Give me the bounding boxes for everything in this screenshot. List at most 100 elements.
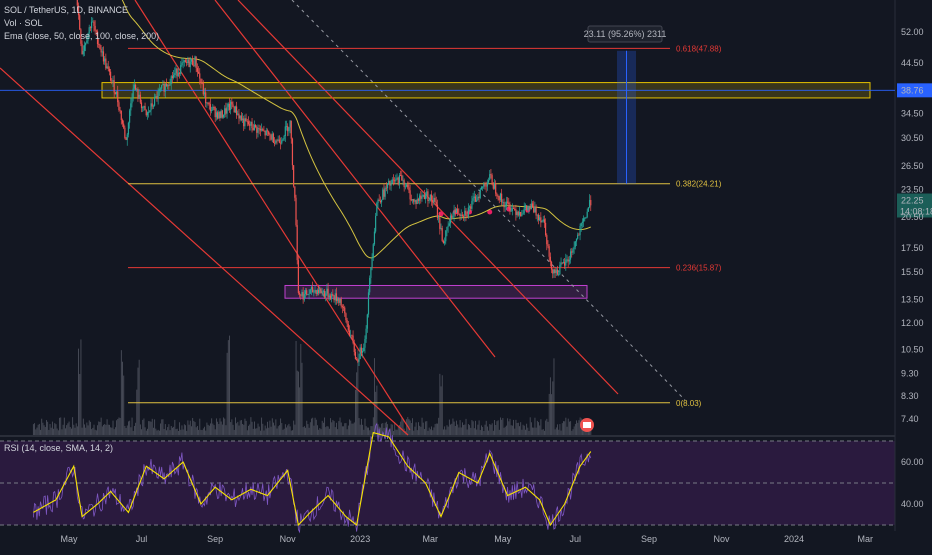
candle-body — [244, 118, 246, 127]
candle-body — [225, 108, 227, 114]
candle-body — [536, 214, 538, 216]
candle-body — [413, 199, 415, 202]
candle-body — [370, 267, 372, 278]
zone-support[interactable] — [284, 284, 588, 299]
volume-bar — [314, 417, 316, 435]
measure-label: 23.11 (95.26%) 2311 — [584, 29, 667, 39]
volume-bar — [133, 425, 135, 435]
volume-bar — [500, 417, 501, 435]
volume-bar — [326, 426, 328, 435]
candle-body — [320, 288, 322, 294]
alert-icon-glyph — [583, 422, 591, 428]
price-countdown: 14:08:18 — [900, 206, 932, 216]
volume-bar — [565, 417, 567, 435]
candle-body — [565, 259, 567, 266]
candle-body — [270, 135, 272, 140]
volume-bar — [488, 430, 490, 435]
volume-bar — [231, 419, 233, 435]
candle-body — [105, 58, 107, 69]
candle-body — [459, 214, 461, 217]
candle-body — [479, 189, 481, 198]
volume-bar — [533, 427, 535, 435]
candle-body — [344, 307, 346, 314]
candle-body — [364, 339, 366, 348]
candle-body — [528, 206, 530, 209]
channel-line[interactable] — [134, 0, 411, 431]
candle-body — [201, 83, 203, 85]
candle-body — [559, 264, 561, 275]
volume-bar — [282, 429, 284, 435]
volume-bar — [479, 430, 481, 435]
candle-body — [562, 262, 565, 263]
volume-bar — [131, 417, 133, 435]
candle-body — [379, 200, 381, 203]
volume-bar — [343, 426, 345, 435]
time-tick-label: Jul — [136, 534, 148, 544]
channel-line[interactable] — [214, 0, 496, 358]
volume-bar — [432, 430, 434, 435]
grid-layer — [0, 0, 896, 531]
fib-layer: 0.618(47.88) 0.382(24.21) 0.236(15.87) 0(8.… — [0, 44, 895, 408]
candle-body — [329, 295, 332, 300]
candle-body — [95, 30, 97, 32]
chart-title[interactable]: SOL / TetherUS, 1D, BINANCE — [4, 5, 129, 15]
volume-bar — [237, 421, 239, 435]
volume-bar — [36, 427, 38, 435]
candle-body — [131, 97, 133, 104]
volume-bar — [47, 421, 49, 435]
candle-body — [447, 225, 449, 227]
price-tick-label: 7.40 — [901, 414, 919, 424]
candle-body — [363, 347, 365, 351]
volume-bar — [394, 422, 396, 435]
volume-legend[interactable]: Vol · SOL — [4, 18, 43, 28]
candle-body — [350, 335, 352, 337]
volume-bar — [570, 421, 572, 435]
volume-bar — [313, 425, 315, 435]
candle-body — [175, 68, 177, 74]
volume-bar — [191, 426, 192, 435]
candle-body — [440, 228, 442, 229]
volume-bar — [330, 418, 331, 435]
candle-body — [250, 121, 252, 126]
candle-body — [192, 59, 194, 66]
volume-bar — [236, 423, 238, 435]
ema-legend[interactable]: Ema (close, 50, close, 100, close, 200) — [4, 31, 160, 41]
volume-bar — [572, 429, 574, 435]
volume-bar — [523, 425, 525, 435]
volume-bar — [50, 427, 52, 435]
candle-body — [416, 198, 418, 204]
candle-body — [158, 89, 160, 92]
candle-body — [506, 201, 509, 203]
trend-dashed-line[interactable] — [291, 0, 686, 401]
candle-body — [408, 187, 410, 191]
volume-bar — [408, 419, 410, 435]
rsi-line[interactable] — [33, 431, 592, 527]
volume-bar — [413, 430, 415, 435]
ema-line[interactable] — [33, 0, 591, 259]
channel-line[interactable] — [0, 67, 409, 436]
candle-body — [209, 104, 212, 112]
volume-bar — [119, 418, 121, 435]
candle-body — [389, 180, 391, 186]
volume-bar — [249, 424, 251, 435]
candle-body — [550, 261, 553, 270]
volume-bar — [320, 429, 322, 435]
candle-body — [180, 65, 182, 74]
volume-bar — [356, 372, 358, 435]
volume-bar — [435, 423, 437, 435]
time-axis-layer: May Jul Sep Nov 2023 Mar May Jul Sep Nov 2024 Mar — [60, 534, 873, 544]
rsi-legend[interactable]: RSI (14, close, SMA, 14, 2) — [4, 443, 114, 453]
volume-bar — [303, 426, 305, 435]
candle-body — [439, 217, 441, 229]
candle-body — [171, 76, 174, 78]
volume-bar — [288, 423, 290, 435]
volume-bar — [308, 427, 310, 435]
candle-body — [145, 110, 147, 116]
volume-bar — [534, 417, 536, 435]
candle-body — [359, 347, 361, 360]
channel-layer — [0, 0, 686, 436]
candle-body — [571, 251, 573, 253]
candle-body — [520, 211, 522, 217]
candle-body — [119, 110, 121, 111]
